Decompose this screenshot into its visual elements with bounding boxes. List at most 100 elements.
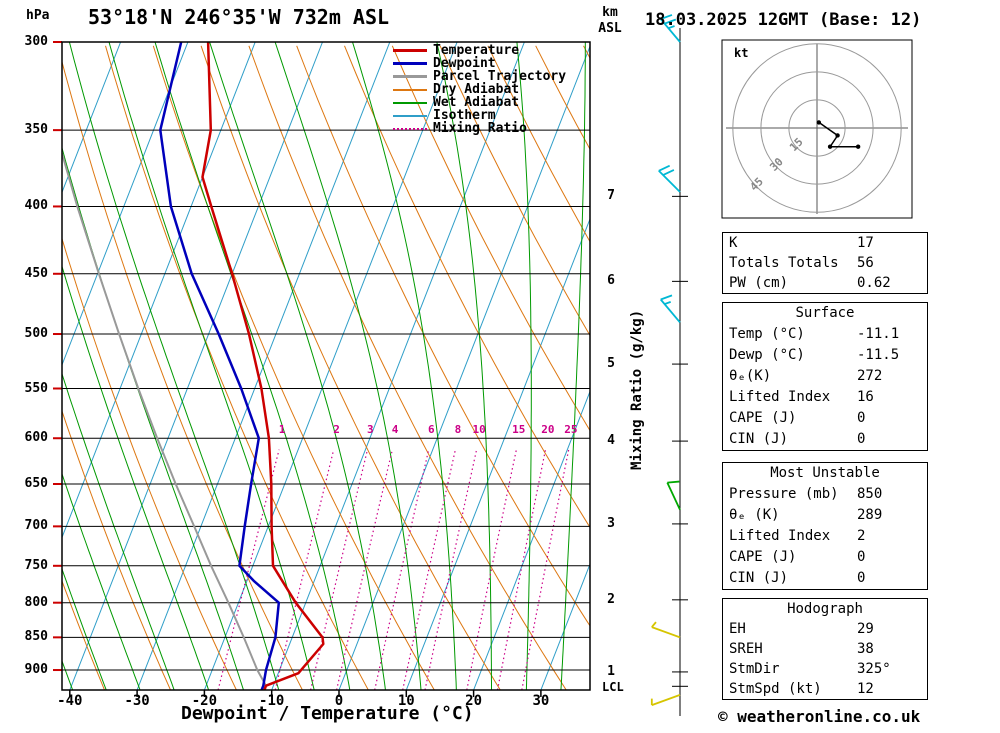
isotherm-lines bbox=[62, 42, 590, 690]
stat-value: 0 bbox=[857, 549, 866, 565]
plot-frame bbox=[61, 41, 591, 691]
legend-item: Mixing Ratio bbox=[393, 122, 566, 135]
pressure-tick-label: 800 bbox=[24, 594, 48, 610]
stat-value: -11.5 bbox=[857, 347, 900, 363]
temp-tick-label: 30 bbox=[532, 693, 550, 709]
legend-item-label: Dewpoint bbox=[433, 56, 496, 71]
stat-label: θₑ (K) bbox=[729, 507, 780, 523]
stat-label: SREH bbox=[729, 641, 763, 657]
pressure-tick-label: 750 bbox=[24, 557, 48, 573]
stat-value: 16 bbox=[857, 389, 874, 405]
hodograph-table: Hodograph EH 29 SREH 38 StmDir 325° StmSpd (kt)… bbox=[722, 598, 928, 700]
table-row: θₑ (K) 289 bbox=[723, 505, 927, 526]
table-row: Dewp (°C) -11.5 bbox=[723, 345, 927, 366]
most-unstable-table: Most Unstable Pressure (mb) 850 θₑ (K) 289 Li… bbox=[722, 462, 928, 590]
stat-value: 56 bbox=[857, 255, 874, 271]
altitude-axis-unit-km: km bbox=[602, 5, 618, 20]
legend-item: Wet Adiabat bbox=[393, 96, 566, 109]
parcel-trajectory-curve bbox=[62, 149, 267, 690]
hodograph-ring bbox=[732, 43, 902, 213]
wet-adiabat-lines bbox=[62, 42, 586, 690]
stat-label: Dewp (°C) bbox=[729, 347, 805, 363]
hodograph-ring bbox=[788, 99, 846, 157]
km-tick-label: 7 bbox=[607, 188, 615, 204]
chart-datetime: 18.03.2025 12GMT (Base: 12) bbox=[645, 10, 922, 30]
dewpoint-curve bbox=[159, 42, 281, 690]
table-row: CIN (J) 0 bbox=[723, 429, 927, 450]
stat-value: 272 bbox=[857, 368, 883, 384]
temp-tick-label: 10 bbox=[397, 693, 415, 709]
wind-barb bbox=[660, 298, 681, 324]
table-row: θₑ(K) 272 bbox=[723, 366, 927, 387]
mixing-ratio-value-label: 15 bbox=[512, 423, 525, 436]
pressure-tick-label: 900 bbox=[24, 662, 48, 678]
mixing-ratio-value-label: 6 bbox=[428, 423, 435, 436]
table-row: CAPE (J) 0 bbox=[723, 408, 927, 429]
stat-label: K bbox=[729, 235, 738, 251]
temp-tick-label: -40 bbox=[57, 693, 83, 709]
stat-value: 29 bbox=[857, 621, 874, 637]
legend-swatch-line bbox=[393, 101, 427, 104]
km-tick-label: 2 bbox=[607, 591, 615, 607]
hodograph-unit-label: kt bbox=[734, 46, 749, 60]
km-tick-label: 3 bbox=[607, 515, 615, 531]
mixing-ratio-value-label: 20 bbox=[541, 423, 554, 436]
stat-label: EH bbox=[729, 621, 746, 637]
stat-value: 0 bbox=[857, 570, 866, 586]
table-title: Hodograph bbox=[787, 601, 863, 617]
stat-value: 38 bbox=[857, 641, 874, 657]
mixing-ratio-axis-label: Mixing Ratio (g/kg) bbox=[629, 309, 645, 470]
legend-item: Temperature bbox=[393, 44, 566, 57]
stat-label: Lifted Index bbox=[729, 528, 831, 544]
stat-label: StmSpd (kt) bbox=[729, 681, 822, 697]
legend-item-label: Isotherm bbox=[433, 108, 496, 123]
station-title: 53°18'N 246°35'W 732m ASL bbox=[88, 5, 390, 29]
temperature-curve bbox=[201, 42, 325, 690]
stat-value: 0 bbox=[857, 410, 866, 426]
legend-item-label: Wet Adiabat bbox=[433, 95, 520, 110]
wind-barb bbox=[651, 626, 681, 639]
pressure-grid-lines bbox=[53, 41, 590, 672]
dry-adiabat-lines bbox=[62, 45, 590, 690]
pressure-axis-unit: hPa bbox=[26, 8, 50, 23]
table-row: SREH 38 bbox=[723, 639, 927, 659]
mixing-ratio-value-label: 10 bbox=[472, 423, 485, 436]
stat-value: 0 bbox=[857, 431, 866, 447]
x-axis-label: Dewpoint / Temperature (°C) bbox=[181, 703, 474, 724]
mixing-ratio-value-label: 25 bbox=[564, 423, 577, 436]
legend-swatch-line bbox=[393, 127, 427, 130]
wind-barb bbox=[651, 694, 681, 706]
table-row: Lifted Index 16 bbox=[723, 387, 927, 408]
table-row: CIN (J) 0 bbox=[723, 568, 927, 589]
altitude-axis-unit-asl: ASL bbox=[598, 21, 622, 36]
km-tick-label: 6 bbox=[607, 273, 615, 289]
legend-swatch-line bbox=[393, 75, 427, 78]
legend-item: Parcel Trajectory bbox=[393, 70, 566, 83]
stat-label: CAPE (J) bbox=[729, 410, 797, 426]
legend-item: Dry Adiabat bbox=[393, 83, 566, 96]
pressure-tick-label: 650 bbox=[24, 475, 48, 491]
hodograph-trace-point bbox=[855, 144, 861, 149]
stat-label: Temp (°C) bbox=[729, 326, 805, 342]
km-tick-label: 1 bbox=[607, 663, 615, 679]
hodograph-trace bbox=[818, 121, 859, 148]
wind-profile-staff bbox=[672, 28, 688, 716]
table-row: EH 29 bbox=[723, 619, 927, 639]
pressure-tick-label: 400 bbox=[24, 198, 48, 214]
pressure-tick-label: 600 bbox=[24, 430, 48, 446]
stat-label: StmDir bbox=[729, 661, 780, 677]
pressure-tick-label: 350 bbox=[24, 122, 48, 138]
indices-table: K 17 Totals Totals 56 PW (cm) 0.62 bbox=[722, 232, 928, 294]
mixing-ratio-value-labels: 1 2 3 4 6 8 10 15 20 25 bbox=[279, 423, 578, 436]
stat-label: θₑ(K) bbox=[729, 368, 772, 384]
pressure-tick-label: 850 bbox=[24, 629, 48, 645]
wind-barb bbox=[658, 170, 681, 193]
wind-barb bbox=[660, 18, 681, 43]
pressure-tick-label: 450 bbox=[24, 265, 48, 281]
table-row: Pressure (mb) 850 bbox=[723, 484, 927, 505]
temp-tick-label: -30 bbox=[124, 693, 150, 709]
temp-tick-label: 20 bbox=[465, 693, 483, 709]
stat-label: CIN (J) bbox=[729, 570, 789, 586]
stat-label: Totals Totals bbox=[729, 255, 839, 271]
temp-tick-label: -10 bbox=[259, 693, 285, 709]
